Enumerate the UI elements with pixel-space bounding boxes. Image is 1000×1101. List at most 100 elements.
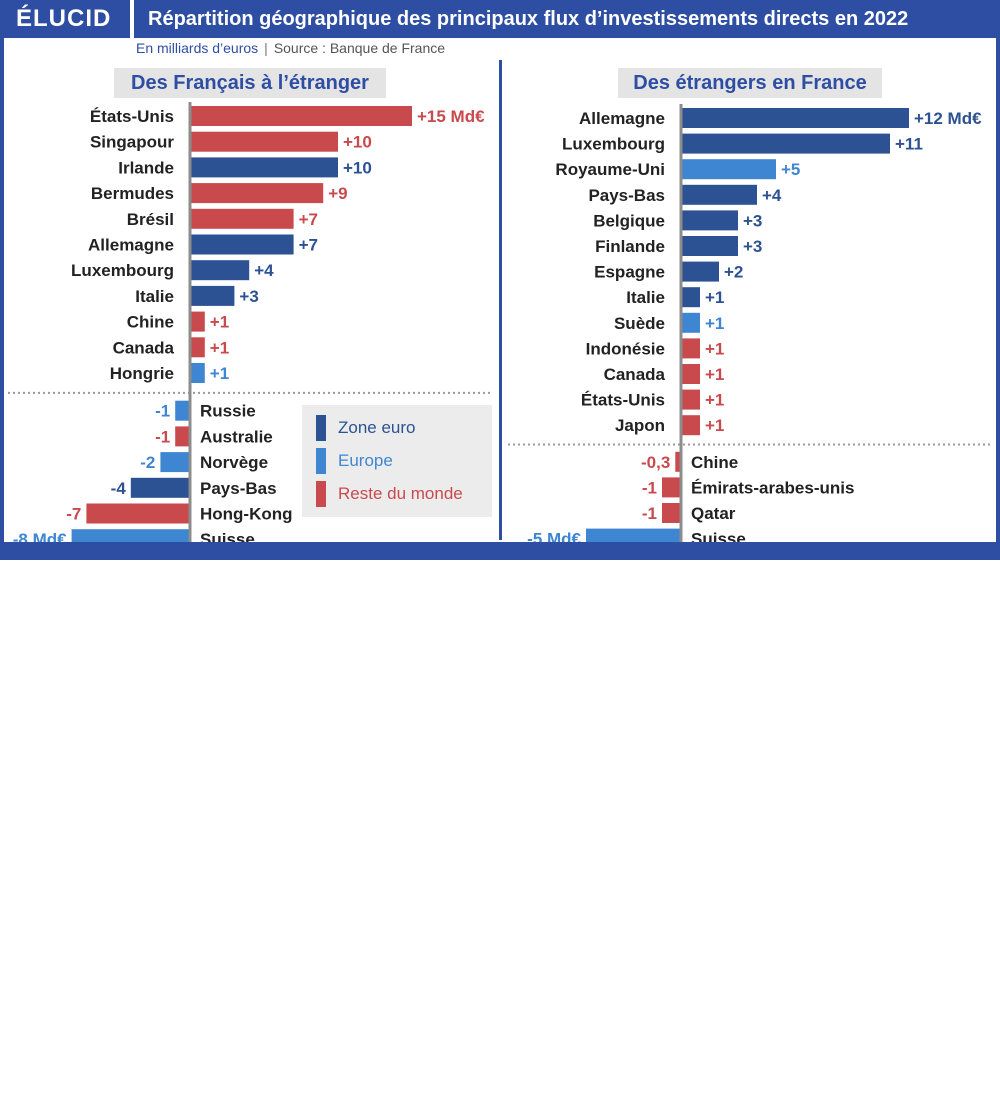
subtitle: En milliards d’euros | Source : Banque de … [136,40,445,56]
category-label-left-allemagne: Allemagne [88,236,174,255]
bar-left-luxembourg [190,260,250,281]
bar-left-chine [190,311,205,332]
bar-left-singapour [190,131,338,152]
legend-label-europe: Europe [338,451,393,470]
value-label-left-hongrie: +1 [210,364,229,383]
bar-right-pays-bas [681,184,757,205]
category-label-left-etats-unis: États-Unis [90,107,174,126]
source-label: Source : Banque de France [273,40,446,56]
bar-left-allemagne [190,234,294,255]
frame-left-border [0,38,4,560]
value-label-right-allemagne: +12 Md€ [914,109,982,128]
value-label-right-indonesie: +1 [705,339,724,358]
bar-right-japon [681,415,700,436]
category-label-right-luxembourg: Luxembourg [562,135,665,154]
bar-right-etats-unis [681,389,700,410]
value-label-left-hong-kong: -7 [66,505,81,524]
panel-divider [499,60,502,540]
bar-right-qatar [662,503,681,523]
category-label-right-canada: Canada [604,365,666,384]
legend-label-reste-du-monde: Reste du monde [338,484,463,503]
value-label-right-etats-unis: +1 [705,391,724,410]
frame-right-border [996,38,1000,560]
bar-right-indonesie [681,338,700,359]
legend-swatch-reste-du-monde [316,481,326,507]
bar-left-russie [175,400,190,421]
value-label-right-finlande: +3 [743,237,762,256]
category-label-left-norvege: Norvège [200,453,268,472]
value-label-right-chine: -0,3 [641,453,670,472]
category-label-left-chine: Chine [127,313,174,332]
bar-right-suede [681,312,700,333]
logo-divider [130,0,134,38]
bar-left-italie [190,285,235,306]
bar-left-hongrie [190,363,205,383]
bar-left-irlande [190,157,338,178]
value-label-right-italie: +1 [705,288,724,307]
category-label-right-etats-unis: États-Unis [581,391,665,410]
value-label-right-suede: +1 [705,314,724,333]
legend-swatch-europe [316,448,326,474]
value-label-left-pays-bas: -4 [111,479,127,498]
bar-right-royaume-uni [681,159,776,180]
legend-swatch-zone-euro [316,415,326,441]
bar-right-luxembourg [681,133,890,154]
value-label-right-luxembourg: +11 [895,135,923,154]
category-label-right-qatar: Qatar [691,504,736,523]
category-label-right-chine: Chine [691,453,738,472]
page-title: Répartition géographique des principaux … [148,8,909,30]
value-label-right-espagne: +2 [724,263,743,282]
infographic: ÉLUCID Répartition géographique des prin… [0,0,1000,560]
category-label-left-irlande: Irlande [118,158,174,177]
category-label-right-pays-bas: Pays-Bas [588,186,665,205]
category-label-left-australie: Australie [200,427,273,446]
bar-left-bermudes [190,183,324,204]
category-label-left-bresil: Brésil [127,210,174,229]
category-label-left-luxembourg: Luxembourg [71,261,174,280]
category-label-right-royaume-uni: Royaume-Uni [555,160,665,179]
value-label-right-belgique: +3 [743,211,762,230]
value-label-left-bermudes: +9 [328,184,347,203]
value-label-right-pays-bas: +4 [762,186,782,205]
bar-right-canada [681,364,700,384]
category-label-left-bermudes: Bermudes [91,184,174,203]
value-label-left-singapour: +10 [343,133,372,152]
value-label-left-bresil: +7 [299,210,318,229]
bar-left-canada [190,337,205,358]
bar-right-chine [675,451,681,472]
bar-right-belgique [681,210,738,231]
category-label-right-finlande: Finlande [595,237,665,256]
unit-label: En milliards d’euros [136,40,259,56]
category-label-right-espagne: Espagne [594,263,665,282]
elucid-logo: ÉLUCID [16,5,112,32]
value-label-left-canada: +1 [210,338,229,357]
bar-right-italie [681,287,700,308]
value-label-left-allemagne: +7 [299,236,318,255]
footer-bar: www.elucid.media [0,542,1000,1099]
category-label-left-pays-bas: Pays-Bas [200,479,277,498]
bar-charts: États-Unis +15 Md€ Singapour +10 Irlande +10 B… [8,102,990,554]
category-label-left-italie: Italie [135,287,174,306]
value-label-right-qatar: -1 [642,504,657,523]
elucid-mark-icon [968,1086,984,1098]
value-label-left-norvege: -2 [140,453,155,472]
value-label-left-luxembourg: +4 [254,261,274,280]
value-label-left-russie: -1 [155,402,170,421]
right-panel-title: Des étrangers en France [618,68,882,98]
bar-left-hong-kong [86,503,190,524]
bar-right-finlande [681,236,738,256]
bar-left-norvege [160,452,190,473]
category-label-left-singapour: Singapour [90,133,174,152]
category-label-left-russie: Russie [200,402,256,421]
value-label-right-canada: +1 [705,365,724,384]
left-panel-title: Des Français à l’étranger [114,68,386,98]
value-label-left-australie: -1 [155,427,170,446]
value-label-right-royaume-uni: +5 [781,160,800,179]
subtitle-separator: | [264,40,268,56]
bar-right-espagne [681,261,719,282]
category-label-right-allemagne: Allemagne [579,109,665,128]
category-label-left-hong-kong: Hong-Kong [200,505,293,524]
category-label-right-emirats-arabes-unis: Émirats-arabes-unis [691,478,854,497]
value-label-right-emirats-arabes-unis: -1 [642,478,657,497]
bar-left-pays-bas [130,477,190,498]
